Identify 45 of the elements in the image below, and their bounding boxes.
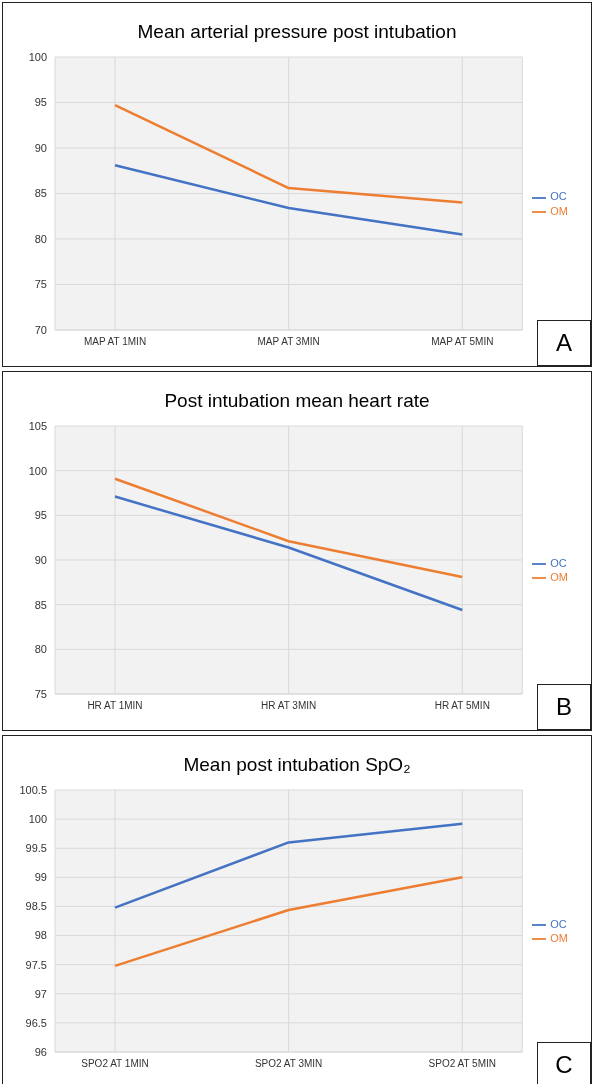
y-tick-label: 98: [34, 929, 47, 942]
y-tick-label: 80: [34, 232, 47, 245]
y-tick-label: 90: [34, 553, 47, 566]
text: C: [537, 1042, 591, 1084]
y-tick-label: 98.5: [25, 900, 47, 913]
chart-title: Post intubation mean heart rate: [163, 389, 431, 413]
x-tick-label: SPO2 AT 5MIN: [428, 1058, 496, 1070]
y-tick-label: 105: [28, 419, 47, 432]
x-tick-label: HR AT 1MIN: [87, 700, 143, 712]
y-tick-label: 96.5: [25, 1016, 47, 1029]
text: B: [537, 684, 591, 730]
legend-label: OM: [550, 204, 568, 217]
x-tick-label: MAP AT 5MIN: [431, 336, 494, 348]
y-tick-label: 99.5: [25, 842, 47, 855]
y-tick-label: 80: [34, 643, 47, 656]
x-tick-label: MAP AT 3MIN: [257, 336, 320, 348]
x-tick-label: MAP AT 1MIN: [83, 336, 147, 348]
y-tick-label: 75: [34, 278, 47, 291]
x-tick-label: HR AT 5MIN: [434, 700, 490, 712]
y-tick-label: 100: [28, 813, 47, 826]
text: A: [537, 320, 591, 366]
y-tick-label: 95: [34, 96, 47, 109]
legend-label: OM: [550, 932, 568, 944]
y-tick-label: 70: [34, 323, 47, 336]
chart-title: Mean post intubation SpO₂: [182, 753, 412, 777]
y-tick-label: 85: [34, 187, 47, 200]
legend-label: OC: [550, 556, 567, 569]
legend-label: OC: [550, 190, 567, 203]
y-tick-label: 95: [34, 509, 47, 522]
y-tick-label: 96: [34, 1045, 47, 1058]
y-tick-label: 97.5: [25, 958, 47, 971]
y-tick-label: 100: [28, 50, 47, 63]
y-tick-label: 100: [28, 464, 47, 477]
y-tick-label: 100.5: [19, 783, 47, 796]
y-tick-label: 85: [34, 598, 47, 611]
y-tick-label: 99: [34, 871, 47, 884]
legend-label: OC: [550, 917, 567, 930]
chart-title: Mean arterial pressure post intubation: [136, 20, 458, 44]
x-tick-label: SPO2 AT 3MIN: [254, 1058, 323, 1070]
y-tick-label: 97: [34, 987, 47, 1000]
y-tick-label: 75: [34, 687, 47, 700]
x-tick-label: HR AT 3MIN: [261, 700, 317, 712]
legend-label: OM: [550, 571, 568, 583]
y-tick-label: 90: [34, 141, 47, 154]
x-tick-label: SPO2 AT 1MIN: [81, 1058, 149, 1070]
